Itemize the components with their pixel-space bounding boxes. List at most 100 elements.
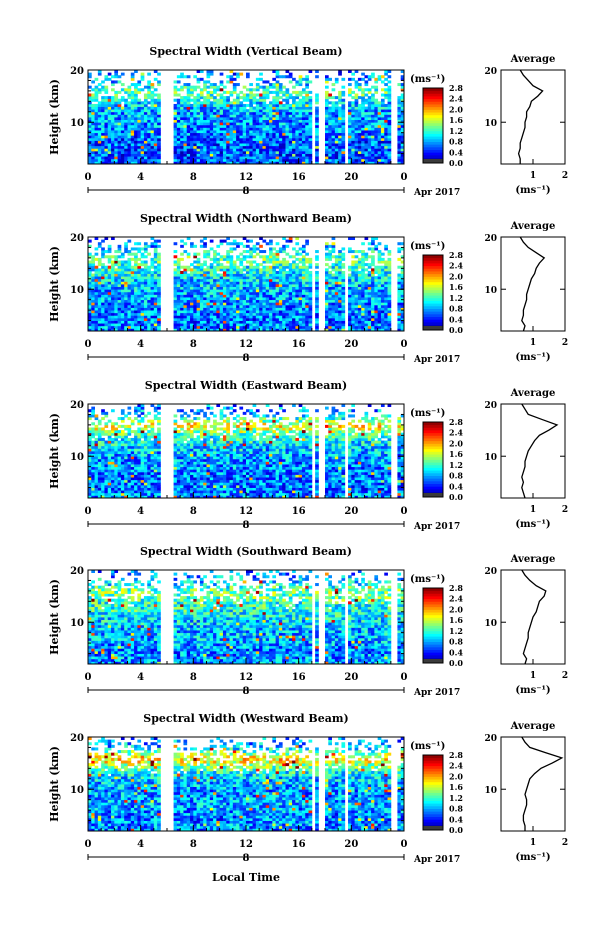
heatmap-cell: [239, 278, 244, 282]
heatmap-cell: [275, 130, 280, 134]
heatmap-cell: [272, 77, 277, 81]
heatmap-cell: [222, 307, 227, 311]
heatmap-cell: [252, 161, 257, 165]
heatmap-cell: [288, 325, 293, 329]
heatmap-cell: [354, 276, 359, 280]
heatmap-cell: [150, 145, 155, 149]
heatmap-cell: [282, 299, 286, 303]
heatmap-cell: [120, 96, 125, 100]
heatmap-cell: [282, 237, 286, 241]
heatmap-cell: [190, 111, 194, 115]
heatmap-cell: [278, 247, 283, 251]
heatmap-cell: [190, 156, 194, 160]
heatmap-cell: [239, 161, 244, 165]
heatmap-cell: [117, 294, 122, 298]
heatmap-cell: [315, 304, 319, 308]
heatmap-cell: [216, 93, 221, 97]
heatmap-cell: [111, 268, 115, 272]
heatmap-cell: [292, 101, 296, 105]
heatmap-cell: [331, 117, 336, 121]
heatmap-cell: [282, 148, 286, 152]
heatmap-cell: [143, 109, 148, 113]
heatmap-cell: [94, 291, 99, 295]
heatmap-cell: [262, 88, 267, 92]
heatmap-cell: [137, 278, 142, 282]
heatmap-cell: [114, 325, 119, 329]
heatmap-cell: [206, 289, 211, 293]
heatmap-cell: [157, 304, 161, 308]
heatmap-cell: [104, 270, 109, 274]
heatmap-cell: [193, 315, 198, 319]
heatmap-cell: [338, 161, 342, 165]
heatmap-cell: [357, 158, 362, 162]
heatmap-cell: [331, 297, 336, 301]
heatmap-cell: [120, 98, 125, 102]
heatmap-cell: [272, 132, 277, 136]
heatmap-cell: [91, 315, 95, 319]
heatmap-cell: [104, 117, 109, 121]
heatmap-cell: [196, 328, 201, 332]
heatmap-cell: [351, 299, 356, 303]
heatmap-cell: [219, 239, 224, 243]
heatmap-cell: [285, 312, 290, 316]
heatmap-cell: [351, 289, 356, 293]
heatmap-cell: [120, 289, 125, 293]
heatmap-cell: [209, 103, 214, 107]
heatmap-cell: [364, 111, 369, 115]
heatmap-cell: [232, 242, 237, 246]
heatmap-cell: [338, 114, 342, 118]
heatmap-cell: [94, 111, 99, 115]
heatmap-cell: [246, 111, 250, 115]
heatmap-cell: [137, 137, 142, 141]
heatmap-cell: [137, 257, 142, 261]
heatmap-cell: [236, 148, 240, 152]
heatmap-cell: [183, 284, 188, 288]
heatmap-cell: [226, 103, 230, 107]
heatmap-cell: [357, 294, 362, 298]
heatmap-cell: [209, 117, 214, 121]
heatmap-cell: [88, 286, 92, 290]
average-frame: [500, 69, 566, 165]
average-title: Average: [510, 54, 556, 65]
heatmap-cell: [341, 247, 346, 251]
heatmap-cell: [400, 96, 405, 100]
heatmap-cell: [150, 124, 155, 128]
heatmap-cell: [190, 148, 194, 152]
heatmap-cell: [94, 85, 99, 89]
heatmap-cell: [196, 281, 201, 285]
heatmap-cell: [295, 250, 300, 254]
heatmap-cell: [124, 281, 128, 285]
heatmap-cell: [226, 122, 230, 126]
heatmap-cell: [219, 98, 224, 102]
heatmap-cell: [213, 323, 217, 327]
heatmap-cell: [193, 101, 198, 105]
heatmap-cell: [176, 323, 181, 327]
heatmap-cell: [120, 281, 125, 285]
heatmap-cell: [232, 90, 237, 94]
heatmap-cell: [269, 119, 273, 123]
heatmap-cell: [134, 260, 138, 264]
heatmap-cell: [262, 140, 267, 144]
heatmap-cell: [199, 156, 204, 160]
heatmap-cell: [371, 286, 375, 290]
heatmap-cell: [97, 72, 102, 76]
heatmap-cell: [101, 122, 105, 126]
heatmap-cell: [134, 70, 138, 74]
heatmap-cell: [325, 325, 329, 329]
heatmap-cell: [239, 111, 244, 115]
heatmap-cell: [137, 161, 142, 165]
heatmap-cell: [173, 325, 178, 329]
heatmap-cell: [397, 140, 402, 144]
heatmap-cell: [120, 268, 125, 272]
heatmap-cell: [351, 77, 356, 81]
heatmap-cell: [259, 289, 263, 293]
heatmap-cell: [124, 291, 128, 295]
heatmap-cell: [111, 276, 115, 280]
heatmap-cell: [150, 153, 155, 157]
heatmap-cell: [117, 90, 122, 94]
heatmap-cell: [190, 145, 194, 149]
heatmap-cell: [315, 270, 319, 274]
heatmap-cell: [206, 323, 211, 327]
heatmap-cell: [357, 286, 362, 290]
heatmap-cell: [331, 145, 336, 149]
